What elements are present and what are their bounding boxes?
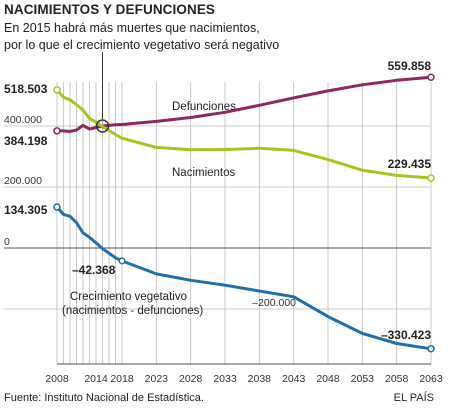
grid <box>4 82 432 365</box>
series-line-defunciones <box>55 75 433 133</box>
source-note: Fuente: Instituto Nacional de Estadístic… <box>4 392 204 404</box>
y-tick-label--200000: –200.000 <box>252 297 296 309</box>
chart-title: NACIMIENTOS Y DEFUNCIONES <box>4 2 216 17</box>
label-defunciones: Defunciones <box>172 101 236 113</box>
x-tick-label-2023: 2023 <box>145 373 169 385</box>
value-nacimientos-start: 518.503 <box>4 82 48 96</box>
x-tick-label-2014: 2014 <box>84 373 108 385</box>
label-crecimiento-line2: (nacimientos - defunciones) <box>62 305 203 317</box>
x-tick-label-2058: 2058 <box>385 373 409 385</box>
x-tick-label-2063: 2063 <box>419 373 443 385</box>
y-tick-label-0: 0 <box>4 236 10 248</box>
x-tick-label-2043: 2043 <box>282 373 306 385</box>
marker-end-crecimiento <box>427 345 435 353</box>
crossover-marker <box>95 119 110 133</box>
subtitle-line-2: por lo que el crecimiento vegetativo ser… <box>4 38 280 52</box>
x-tick-label-2038: 2038 <box>248 373 272 385</box>
chart-labels: 400.000 200.000 0 –200.000 2008 2014 2018 2023 2… <box>4 59 443 385</box>
x-tick-label-2028: 2028 <box>179 373 203 385</box>
marker-end-nacimientos <box>427 174 435 182</box>
marker-start-crecimiento <box>53 203 61 211</box>
subtitle-line-1: En 2015 habrá más muertes que nacimiento… <box>4 21 260 35</box>
value-crecimiento-end: –330.423 <box>381 328 431 342</box>
value-defunciones-end: 559.858 <box>388 59 432 73</box>
label-nacimientos: Nacimientos <box>172 167 236 179</box>
series-lines <box>55 75 433 351</box>
marker-start-defunciones <box>53 127 61 135</box>
x-tick-label-2048: 2048 <box>316 373 340 385</box>
y-tick-label-400000: 400.000 <box>4 114 42 126</box>
brand-logo-text: EL PAÍS <box>393 392 434 404</box>
marker-start-nacimientos <box>53 86 61 94</box>
series-line-crecimiento <box>55 205 433 351</box>
x-tick-label-2053: 2053 <box>351 373 375 385</box>
x-tick-label-2018: 2018 <box>110 373 134 385</box>
series-markers <box>53 52 435 353</box>
label-crecimiento-line1: Crecimiento vegetativo <box>70 291 187 303</box>
marker-end-defunciones <box>427 73 435 81</box>
x-tick-label-2033: 2033 <box>213 373 237 385</box>
x-tick-label-2008: 2008 <box>45 373 69 385</box>
value-crecimiento-2018: –42.368 <box>72 263 116 277</box>
value-nacimientos-end: 229.435 <box>388 157 432 171</box>
value-defunciones-start: 384.198 <box>4 134 48 148</box>
marker-crecimiento-2018 <box>118 257 126 265</box>
series-line-nacimientos <box>55 88 433 180</box>
value-crecimiento-start: 134.305 <box>4 203 48 217</box>
y-tick-label-200000: 200.000 <box>4 175 42 187</box>
chart-subtitle: En 2015 habrá más muertes que nacimiento… <box>4 20 334 54</box>
